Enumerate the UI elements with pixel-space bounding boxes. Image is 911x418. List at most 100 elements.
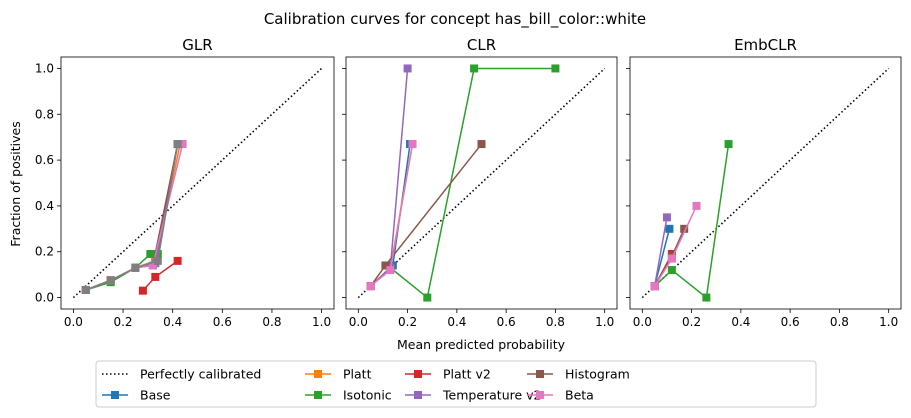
legend-label: Platt v2 xyxy=(443,367,491,382)
series-line-beta xyxy=(370,143,414,287)
legend-item-beta: Beta xyxy=(527,388,594,403)
y-tick-label: 0.4 xyxy=(35,199,54,213)
legend-label: Isotonic xyxy=(343,388,392,403)
data-point-isotonic xyxy=(146,250,155,259)
x-tick-label: 0.2 xyxy=(113,315,132,329)
legend-item-temperature-v2: Temperature v2 xyxy=(405,388,542,403)
data-point-temperature-v2 xyxy=(403,64,412,73)
legend-marker xyxy=(414,391,422,399)
x-tick-label: 0.2 xyxy=(398,315,417,329)
data-point-histogram xyxy=(477,140,486,149)
legend-item-histogram: Histogram xyxy=(527,367,630,382)
data-point-platt-v2 xyxy=(173,256,182,265)
x-tick-label: 1.0 xyxy=(595,315,614,329)
data-point-beta xyxy=(650,282,659,291)
series-line-temperature-v2 xyxy=(370,68,409,287)
x-tick-label: 0.6 xyxy=(213,315,232,329)
x-tick-label: 0.0 xyxy=(64,315,83,329)
data-point-isotonic xyxy=(153,250,162,259)
series-line-isotonic xyxy=(389,67,556,299)
y-tick-label: 1.0 xyxy=(35,61,54,75)
x-tick-label: 0.8 xyxy=(830,315,849,329)
figure-suptitle: Calibration curves for concept has_bill_… xyxy=(264,10,646,29)
data-point-histogram xyxy=(81,285,90,294)
legend-label: Base xyxy=(140,388,171,403)
data-point-platt-v2 xyxy=(138,286,147,295)
data-point-temperature-v2 xyxy=(662,213,671,222)
x-tick-label: 1.0 xyxy=(312,315,331,329)
data-point-isotonic xyxy=(667,266,676,275)
legend-item-platt-v2: Platt v2 xyxy=(405,367,491,382)
panel-embclr: EmbCLR 0.0 0.2 0.4 0.6 0.8 1.0 xyxy=(626,36,902,329)
x-axis-label: Mean predicted probability xyxy=(397,337,566,352)
data-point-histogram xyxy=(173,140,182,149)
data-point-beta xyxy=(692,201,701,210)
data-point-isotonic xyxy=(423,293,432,302)
data-point-beta xyxy=(178,140,187,149)
series-line-perfectly-calibrated xyxy=(641,67,890,299)
data-point-beta xyxy=(148,261,157,270)
panel-title: EmbCLR xyxy=(734,36,797,54)
legend-label: Histogram xyxy=(565,367,630,382)
legend-item-platt: Platt xyxy=(305,367,372,382)
x-tick-label: 0.4 xyxy=(447,315,466,329)
legend-label: Beta xyxy=(565,388,594,403)
legend-label: Temperature v2 xyxy=(442,388,542,403)
y-tick-label: 0.2 xyxy=(35,245,54,259)
y-tick-label: 0.0 xyxy=(35,291,54,305)
x-tick-label: 1.0 xyxy=(879,315,898,329)
legend-item-base: Base xyxy=(102,388,171,403)
data-point-histogram xyxy=(680,224,689,233)
data-point-histogram xyxy=(106,276,115,285)
x-tick-label: 0.0 xyxy=(349,315,368,329)
data-point-beta xyxy=(667,254,676,263)
legend-marker xyxy=(414,370,422,378)
legend-item-isotonic: Isotonic xyxy=(305,388,392,403)
legend-label: Perfectly calibrated xyxy=(140,367,261,382)
data-point-histogram xyxy=(131,263,140,272)
legend-marker xyxy=(111,391,119,399)
legend-item-perfectly-calibrated: Perfectly calibrated xyxy=(102,367,261,382)
x-tick-label: 0.0 xyxy=(633,315,652,329)
x-tick-label: 0.8 xyxy=(546,315,565,329)
legend-box xyxy=(95,360,817,408)
y-axis-label: Fraction of positives xyxy=(8,121,23,246)
legend-marker xyxy=(536,370,544,378)
x-tick-label: 0.4 xyxy=(731,315,750,329)
data-point-beta xyxy=(386,266,395,275)
data-point-isotonic xyxy=(702,293,711,302)
x-tick-label: 0.4 xyxy=(163,315,182,329)
y-tick-label: 0.8 xyxy=(35,107,54,121)
data-point-beta xyxy=(408,140,417,149)
panel-title: GLR xyxy=(182,36,212,54)
series-line-isotonic xyxy=(654,143,730,299)
panel-glr: GLR 0.0 0.2 0.4 0.6 0.8 1.0 0.0 0.2 0.4 0.6 0.8 1.0 xyxy=(35,36,335,329)
y-tick-label: 0.6 xyxy=(35,153,54,167)
panel-clr: CLR 0.0 0.2 0.4 0.6 0.8 1.0 xyxy=(342,36,618,329)
chart-legend: Perfectly calibrated Base Platt Isotonic Pla… xyxy=(95,360,817,408)
legend-marker xyxy=(536,391,544,399)
data-point-base xyxy=(665,224,674,233)
plot-frame xyxy=(629,56,902,310)
data-point-isotonic xyxy=(551,64,560,73)
x-tick-label: 0.2 xyxy=(682,315,701,329)
legend-label: Platt xyxy=(343,367,372,382)
legend-marker xyxy=(314,370,322,378)
plot-frame xyxy=(60,56,335,310)
data-point-beta xyxy=(366,282,375,291)
panel-title: CLR xyxy=(467,36,496,54)
data-point-isotonic xyxy=(724,140,733,149)
series-line-perfectly-calibrated xyxy=(72,67,323,299)
series-line-perfectly-calibrated xyxy=(357,67,606,299)
data-point-isotonic xyxy=(470,64,479,73)
data-point-histogram xyxy=(153,256,162,265)
x-tick-label: 0.8 xyxy=(262,315,281,329)
data-point-platt-v2 xyxy=(151,272,160,281)
legend-marker xyxy=(314,391,322,399)
series-line-temperature-v2 xyxy=(653,217,668,287)
x-tick-label: 0.6 xyxy=(781,315,800,329)
x-tick-label: 0.6 xyxy=(497,315,516,329)
plot-frame xyxy=(345,56,618,310)
